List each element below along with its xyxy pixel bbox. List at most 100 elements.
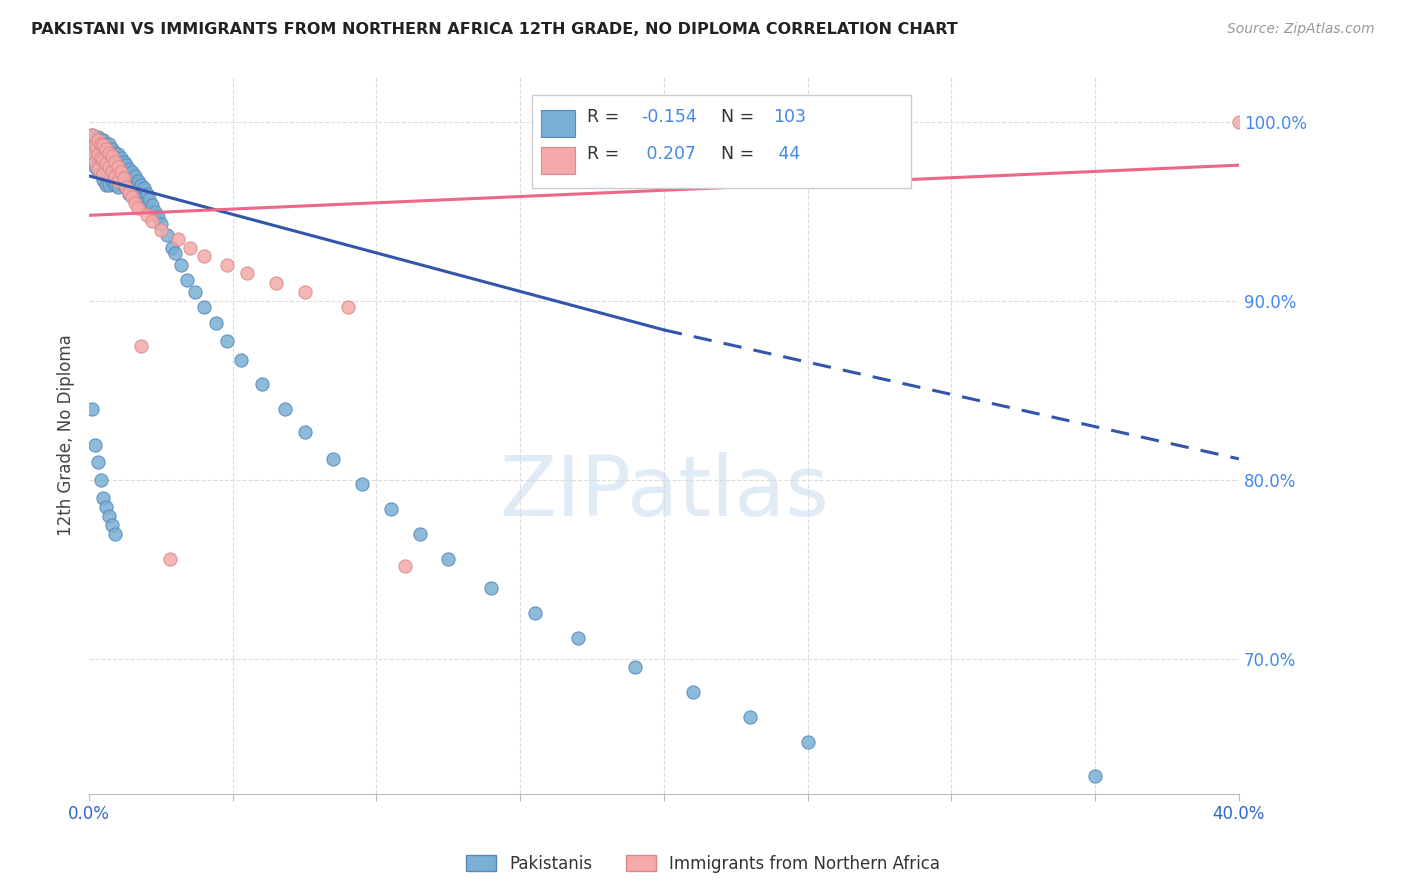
Point bbox=[231, 353, 253, 368]
Point bbox=[250, 376, 273, 391]
Point bbox=[273, 401, 295, 416]
Point bbox=[98, 156, 121, 170]
Point bbox=[112, 165, 135, 179]
Point bbox=[90, 142, 112, 156]
Point bbox=[170, 259, 193, 273]
Point bbox=[93, 172, 115, 186]
Point bbox=[86, 161, 108, 176]
Point bbox=[96, 178, 118, 192]
Point bbox=[112, 170, 135, 185]
Point bbox=[90, 165, 112, 179]
Point bbox=[110, 174, 132, 188]
Point bbox=[80, 401, 103, 416]
Point bbox=[101, 142, 124, 156]
Point bbox=[104, 169, 127, 183]
Point bbox=[98, 136, 121, 151]
Point bbox=[107, 160, 129, 174]
Point bbox=[143, 204, 166, 219]
Point bbox=[138, 192, 160, 206]
Point bbox=[101, 172, 124, 186]
Point bbox=[83, 136, 105, 151]
Point bbox=[107, 174, 129, 188]
Point bbox=[149, 217, 172, 231]
FancyBboxPatch shape bbox=[541, 147, 575, 174]
Point bbox=[124, 181, 146, 195]
Point bbox=[115, 169, 138, 183]
Point bbox=[135, 208, 157, 222]
Text: R =: R = bbox=[586, 145, 624, 163]
Point bbox=[118, 185, 141, 199]
Point bbox=[294, 285, 316, 300]
Point bbox=[90, 133, 112, 147]
Point bbox=[96, 145, 118, 160]
Point bbox=[115, 158, 138, 172]
Point bbox=[437, 552, 460, 566]
Point bbox=[80, 128, 103, 142]
Point bbox=[110, 151, 132, 165]
Point bbox=[121, 190, 143, 204]
Point bbox=[110, 161, 132, 176]
Point bbox=[104, 154, 127, 169]
Point bbox=[141, 197, 163, 211]
Point bbox=[149, 222, 172, 236]
Point bbox=[96, 136, 118, 151]
Point bbox=[98, 145, 121, 160]
Point bbox=[101, 518, 124, 533]
Point bbox=[93, 142, 115, 156]
Point bbox=[352, 476, 374, 491]
Point bbox=[101, 163, 124, 178]
Point bbox=[83, 138, 105, 153]
Point bbox=[135, 186, 157, 201]
Point bbox=[98, 509, 121, 524]
Point bbox=[124, 195, 146, 210]
Point bbox=[523, 606, 546, 620]
Point bbox=[86, 147, 108, 161]
Point bbox=[90, 151, 112, 165]
Point bbox=[264, 277, 287, 291]
Point bbox=[90, 136, 112, 151]
Point bbox=[184, 285, 207, 300]
Point bbox=[481, 581, 503, 595]
Point bbox=[104, 178, 127, 192]
Point bbox=[104, 527, 127, 541]
Text: -0.154: -0.154 bbox=[641, 108, 697, 127]
Point bbox=[118, 172, 141, 186]
Text: ZIPatlas: ZIPatlas bbox=[499, 452, 830, 533]
Point bbox=[215, 259, 238, 273]
Point bbox=[132, 181, 155, 195]
Point bbox=[380, 502, 402, 516]
Point bbox=[83, 154, 105, 169]
Point bbox=[101, 151, 124, 165]
Point bbox=[110, 165, 132, 179]
Point bbox=[90, 154, 112, 169]
Point bbox=[294, 425, 316, 439]
Point bbox=[86, 163, 108, 178]
Point bbox=[93, 151, 115, 165]
Point bbox=[80, 128, 103, 142]
Point bbox=[101, 160, 124, 174]
Point bbox=[86, 133, 108, 147]
Point bbox=[86, 129, 108, 144]
Point bbox=[236, 266, 259, 280]
Point bbox=[118, 186, 141, 201]
Point bbox=[96, 142, 118, 156]
FancyBboxPatch shape bbox=[541, 110, 575, 136]
Point bbox=[193, 250, 215, 264]
Point bbox=[146, 210, 169, 224]
Text: N =: N = bbox=[721, 145, 761, 163]
Point bbox=[104, 145, 127, 160]
Point bbox=[93, 167, 115, 181]
Point bbox=[121, 165, 143, 179]
Point bbox=[336, 300, 359, 314]
Point bbox=[193, 300, 215, 314]
Point bbox=[127, 174, 149, 188]
Point bbox=[86, 151, 108, 165]
Point bbox=[141, 213, 163, 227]
Point bbox=[98, 178, 121, 192]
Point bbox=[98, 145, 121, 160]
Point bbox=[179, 241, 201, 255]
Point bbox=[96, 500, 118, 515]
Point bbox=[86, 138, 108, 153]
Point bbox=[1227, 115, 1250, 129]
Point bbox=[112, 178, 135, 192]
